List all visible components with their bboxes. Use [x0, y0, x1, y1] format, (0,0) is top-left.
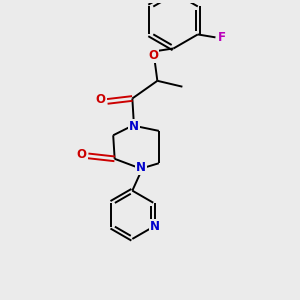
Text: O: O — [77, 148, 87, 161]
Text: N: N — [129, 120, 139, 133]
Text: N: N — [136, 161, 146, 174]
Text: F: F — [218, 31, 226, 44]
Text: N: N — [150, 220, 160, 233]
Text: O: O — [96, 93, 106, 106]
Text: O: O — [148, 49, 158, 62]
